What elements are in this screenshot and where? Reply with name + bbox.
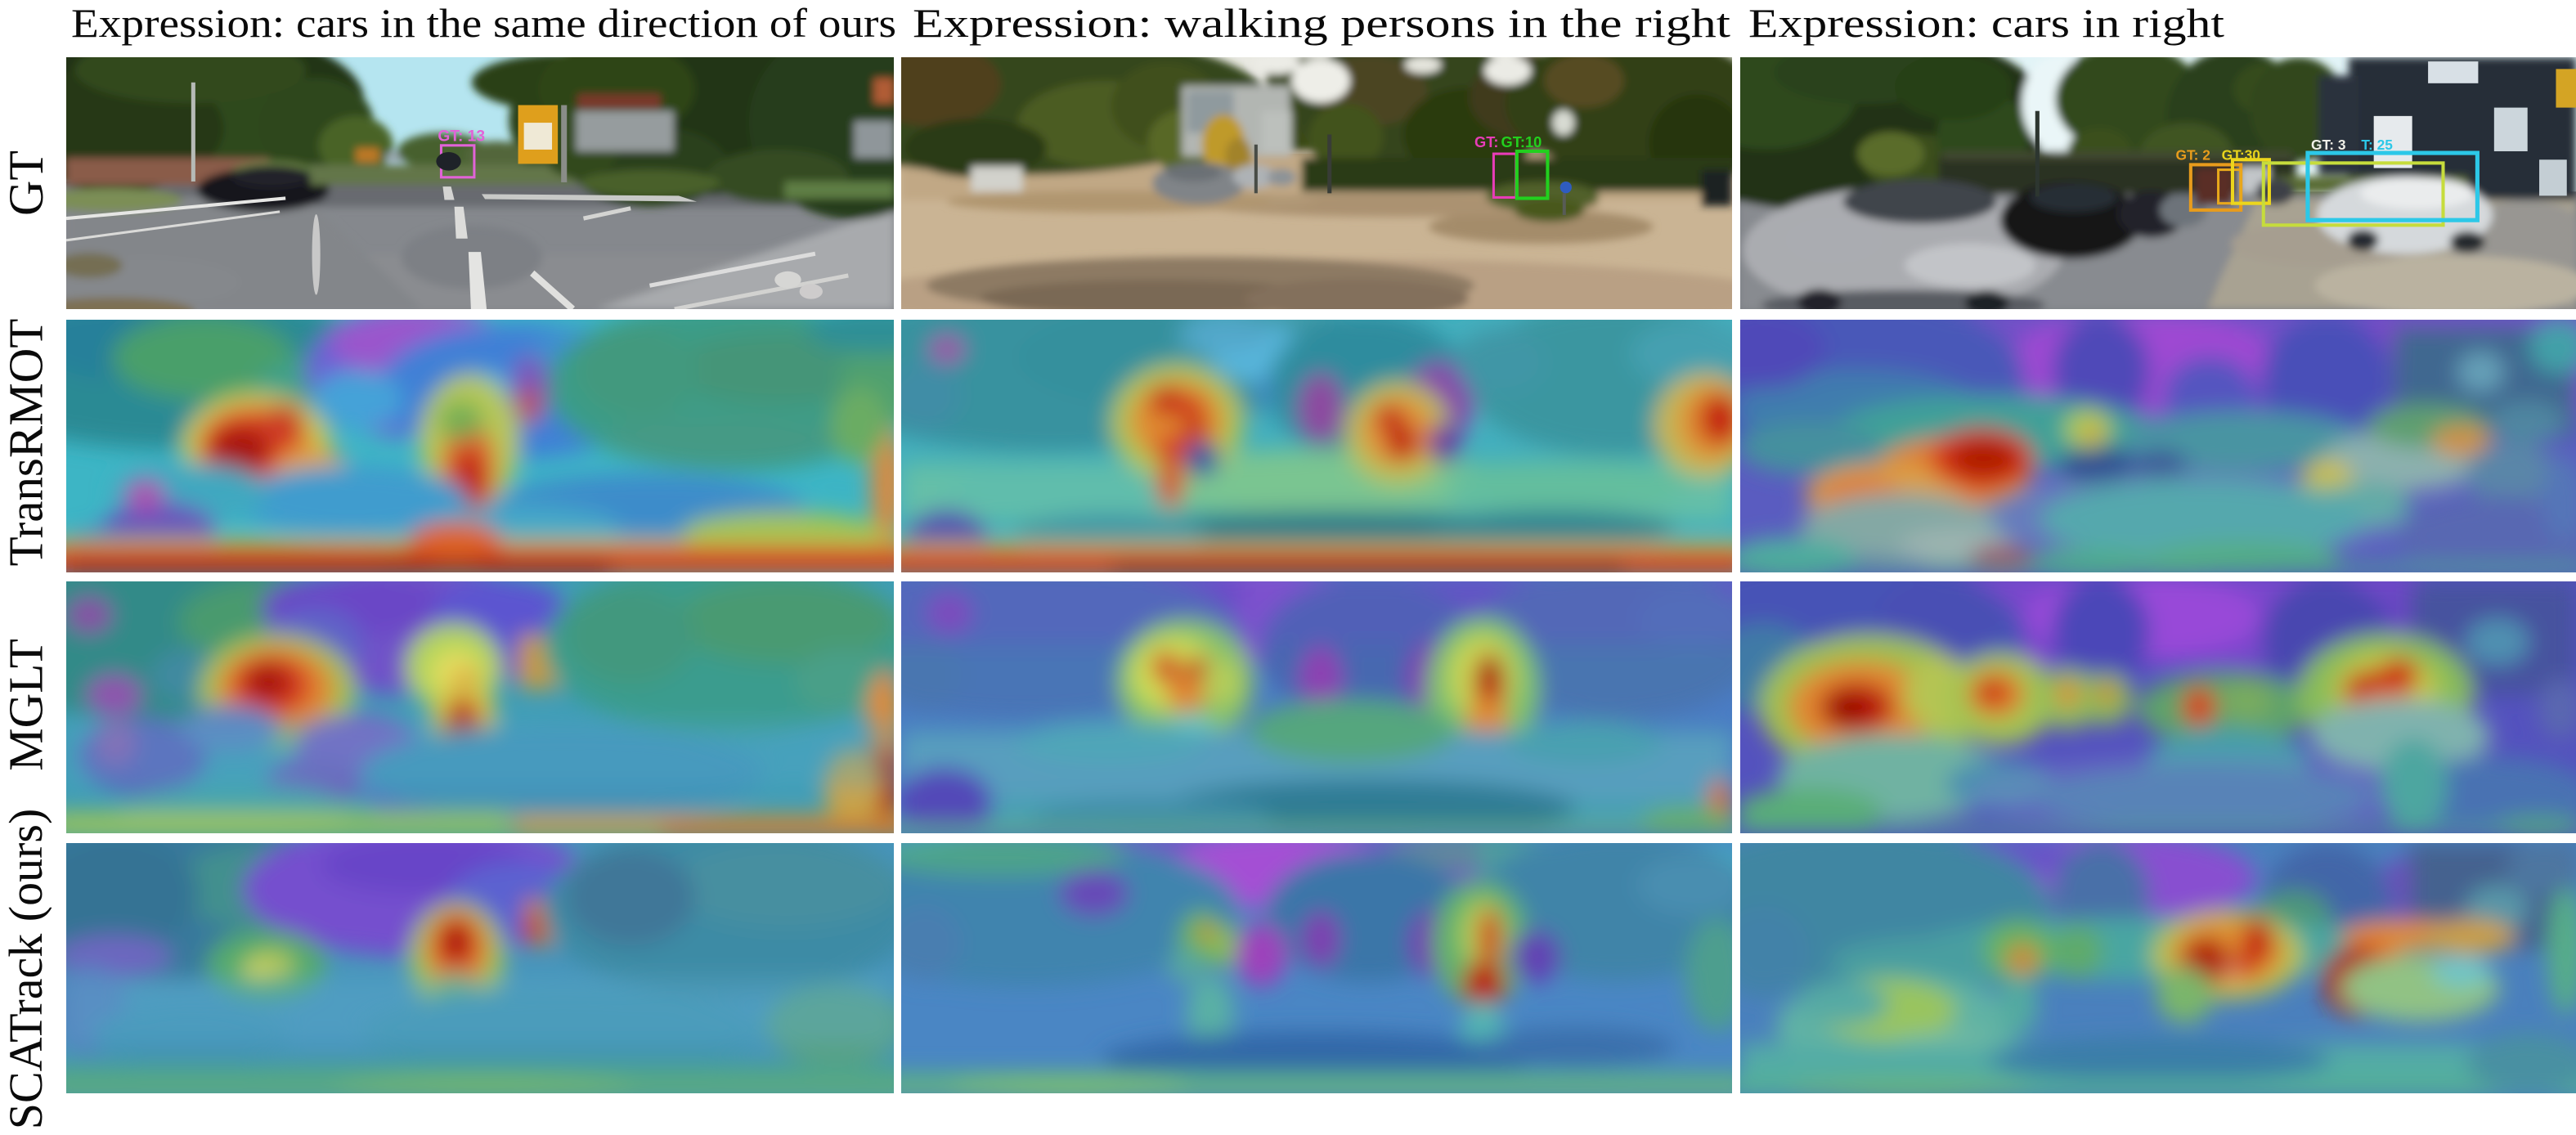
svg-text:GT: 2: GT: 2 bbox=[2175, 146, 2210, 163]
svg-text:GT:10: GT:10 bbox=[1501, 133, 1542, 150]
svg-text:GT: 3: GT: 3 bbox=[2311, 137, 2346, 153]
svg-text:Expression: walking persons in: Expression: walking persons in the right bbox=[913, 0, 1730, 46]
svg-text:GT:: GT: bbox=[1474, 133, 1498, 150]
svg-text:GT: 13: GT: 13 bbox=[438, 128, 485, 146]
svg-text:GT:30: GT:30 bbox=[2222, 146, 2260, 163]
svg-text:T: 25: T: 25 bbox=[2361, 137, 2393, 153]
svg-text:Expression: cars in right: Expression: cars in right bbox=[1748, 0, 2224, 46]
svg-text:Expression: cars in the same d: Expression: cars in the same direction o… bbox=[71, 0, 896, 46]
